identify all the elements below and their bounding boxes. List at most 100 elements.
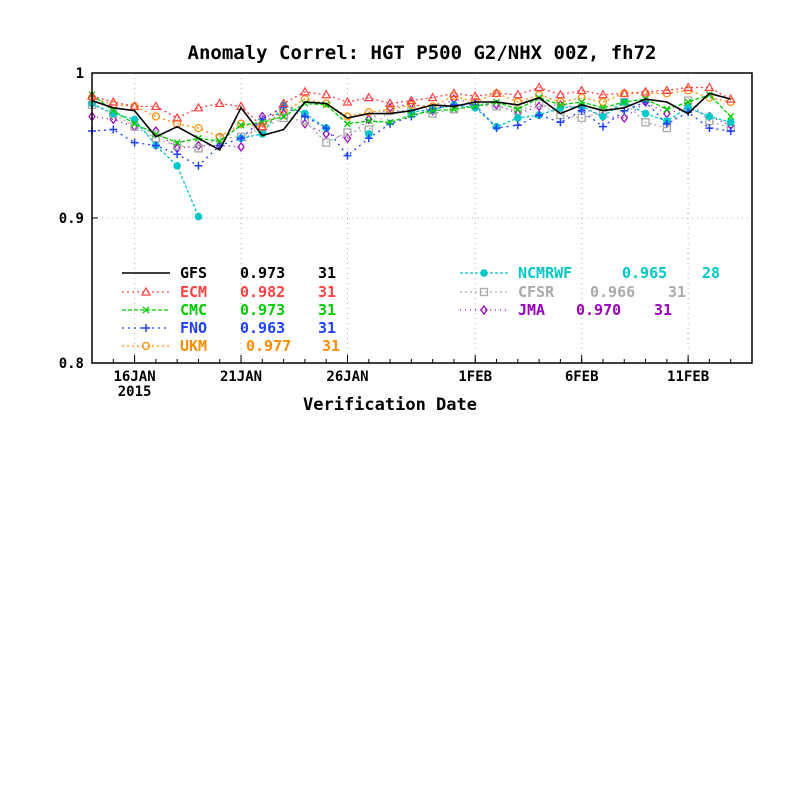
grid-lines [92, 73, 752, 363]
legend-name: JMA [518, 301, 545, 319]
data-point-ncmrwf [705, 112, 714, 121]
data-point-fno [449, 100, 458, 109]
data-point-cmc [514, 105, 522, 113]
data-point-fno [322, 124, 331, 133]
data-point-cfsr [194, 144, 203, 153]
data-point-jma [343, 133, 352, 144]
data-point-ncmrwf [684, 104, 692, 112]
data-point-fno [577, 106, 586, 115]
legend-count: 31 [318, 319, 336, 337]
x-tick-label: 26JAN [326, 369, 368, 385]
data-point-ukm [385, 105, 395, 114]
data-point-fno [343, 151, 352, 160]
legend-marker [480, 305, 488, 315]
legend-mean: 0.973 [240, 264, 285, 282]
data-point-cmc [365, 117, 373, 125]
data-point-ecm [172, 112, 183, 122]
data-point-ecm [193, 102, 204, 112]
legend-mean: 0.963 [240, 319, 285, 337]
data-point-fno [386, 119, 395, 128]
data-point-jma [620, 112, 629, 123]
series-ecm [86, 82, 736, 131]
legend-count: 31 [318, 283, 336, 301]
data-point-ecm [597, 89, 609, 99]
legend-count: 28 [702, 264, 720, 282]
legend-name: ECM [180, 283, 207, 301]
data-point-cmc [705, 91, 713, 99]
data-point-ukm [407, 100, 416, 110]
data-point-ecm [491, 88, 502, 97]
data-point-ncmrwf [173, 162, 181, 170]
legend-mean: 0.973 [240, 301, 285, 319]
data-point-ecm [150, 101, 161, 110]
data-point-cmc [429, 107, 437, 115]
legend-marker [141, 341, 151, 351]
x-tick-label: 6FEB [565, 369, 599, 385]
plot-frame [91, 72, 753, 364]
legend-count: 31 [654, 301, 672, 319]
x-axis-label: Verification Date [303, 395, 477, 415]
legend-marker [480, 269, 488, 277]
y-tick-label: 0.9 [59, 211, 84, 227]
data-point-jma [322, 128, 330, 139]
data-point-ecm [299, 86, 310, 96]
legend-marker [142, 306, 150, 314]
data-point-fno [428, 105, 437, 114]
legend-count: 31 [318, 264, 336, 282]
legend-mean: 0.966 [590, 283, 635, 301]
legend-item-jma: JMA 0.970 31 [460, 301, 672, 319]
legend-item-ecm: ECM 0.982 31 [122, 283, 336, 301]
data-point-cmc [727, 113, 735, 120]
data-point-ecm [278, 98, 289, 108]
legend-mean: 0.965 [622, 264, 667, 282]
data-point-cmc [216, 137, 224, 145]
data-point-ecm [321, 89, 332, 99]
legend-count: 31 [322, 337, 340, 355]
legend-count: 31 [318, 301, 336, 319]
series-layer [86, 82, 736, 221]
x-tick-sublabel: 2015 [118, 384, 152, 400]
data-point-ecm [427, 92, 438, 102]
data-point-fno [598, 122, 607, 131]
data-point-cfsr [343, 128, 352, 137]
data-point-ukm [364, 108, 373, 117]
data-point-ecm [406, 95, 417, 105]
data-point-ukm [151, 112, 160, 121]
data-point-ecm [129, 101, 140, 110]
series-line-ukm [91, 89, 731, 138]
data-point-ecm [214, 98, 225, 108]
legend: GFS 0.973 31 ECM 0.982 31 CMC 0.973 31 FNO 0.963 31… [122, 264, 720, 355]
legend-item-ncmrwf: NCMRWF 0.965 28 [460, 264, 720, 282]
data-point-fno [556, 118, 565, 127]
data-point-cmc [684, 98, 692, 106]
data-point-ecm [534, 82, 545, 92]
data-point-ncmrwf [641, 109, 650, 118]
data-point-fno [726, 127, 735, 135]
y-tick-label: 0.8 [59, 356, 84, 372]
data-point-fno [151, 141, 160, 150]
legend-name: CMC [180, 301, 207, 319]
legend-name: CFSR [518, 283, 555, 301]
legend-marker [142, 324, 150, 332]
data-point-cfsr [641, 118, 650, 127]
x-tick-label: 16JAN [114, 369, 156, 385]
y-tick-label: 1 [76, 66, 84, 82]
x-tick-label: 1FEB [458, 369, 492, 385]
data-point-cmc [407, 111, 415, 119]
data-point-ecm [683, 82, 694, 92]
data-point-cmc [471, 102, 479, 110]
data-point-fno [535, 111, 544, 120]
data-point-fno [364, 134, 373, 143]
data-point-cmc [386, 118, 394, 126]
data-point-ukm [236, 119, 246, 128]
data-point-jma [535, 101, 543, 112]
data-point-ecm [619, 88, 630, 97]
legend-item-fno: FNO 0.963 31 [122, 319, 336, 337]
legend-marker [140, 286, 152, 296]
data-point-ecm [448, 88, 459, 97]
data-point-jma [237, 141, 245, 152]
legend-mean: 0.970 [576, 301, 621, 319]
data-point-ncmrwf [194, 212, 203, 221]
legend-mean: 0.977 [246, 337, 291, 355]
